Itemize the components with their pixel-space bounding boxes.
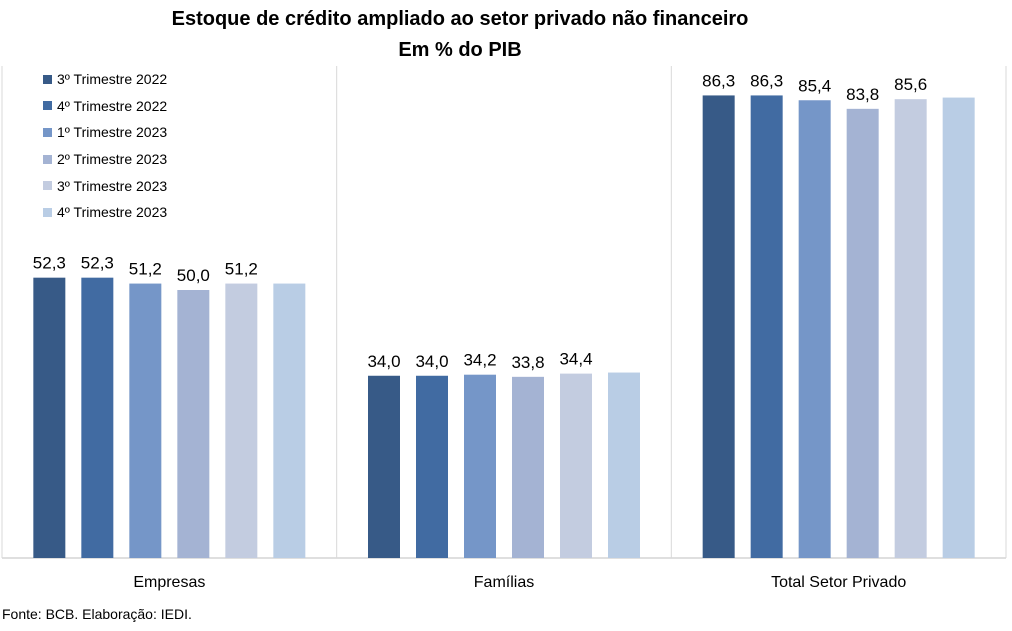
data-label: 51,2 <box>225 260 258 279</box>
bar <box>846 108 879 558</box>
data-label: 86,3 <box>702 71 735 90</box>
data-label: 34,2 <box>463 351 496 370</box>
data-label: 33,8 <box>511 353 544 372</box>
legend-swatch <box>43 154 52 164</box>
legend-swatch <box>43 127 52 137</box>
legend-item: 1º Trimestre 2023 <box>43 119 167 146</box>
bar <box>368 375 400 558</box>
data-label: 51,2 <box>129 260 162 279</box>
legend-item: 3º Trimestre 2022 <box>43 66 167 93</box>
chart-subtitle: Em % do PIB <box>398 39 522 61</box>
legend-swatch <box>43 101 52 111</box>
chart-title: Estoque de crédito ampliado ao setor pri… <box>171 8 749 30</box>
bar <box>225 283 258 558</box>
bar <box>894 99 927 559</box>
bar <box>416 375 448 558</box>
legend-label: 4º Trimestre 2023 <box>57 204 168 221</box>
bar <box>33 277 66 558</box>
data-label: 83,8 <box>846 85 879 104</box>
category-label: Empresas <box>133 574 205 591</box>
data-label: 52,3 <box>81 254 114 273</box>
legend-label: 1º Trimestre 2023 <box>57 124 168 141</box>
data-label: 50,0 <box>177 266 210 285</box>
legend-swatch <box>43 181 52 191</box>
data-label: 85,4 <box>798 76 831 95</box>
bar <box>464 374 496 558</box>
legend-label: 3º Trimestre 2022 <box>57 71 168 88</box>
legend-item: 3º Trimestre 2023 <box>43 172 167 199</box>
legend-label: 4º Trimestre 2022 <box>57 97 168 114</box>
data-label: 34,4 <box>559 350 592 369</box>
bar <box>177 290 210 558</box>
bar <box>560 373 592 558</box>
data-label: 52,3 <box>33 254 66 273</box>
category-label: Famílias <box>474 574 534 591</box>
bar <box>942 97 975 559</box>
category-label: Total Setor Privado <box>771 574 906 591</box>
bar <box>798 100 831 559</box>
legend-label: 2º Trimestre 2023 <box>57 151 168 168</box>
bar <box>129 283 162 558</box>
bar <box>750 95 783 558</box>
legend: 3º Trimestre 2022 4º Trimestre 2022 1º T… <box>43 66 167 226</box>
bar <box>273 283 306 558</box>
bar <box>702 95 735 558</box>
source-note: Fonte: BCB. Elaboração: IEDI. <box>2 606 192 622</box>
legend-swatch <box>43 207 52 217</box>
data-label: 34,0 <box>415 352 448 371</box>
bar <box>608 372 640 558</box>
legend-item: 2º Trimestre 2023 <box>43 146 167 173</box>
legend-item: 4º Trimestre 2023 <box>43 199 167 226</box>
legend-swatch <box>43 74 52 84</box>
data-label: 34,0 <box>367 352 400 371</box>
bar <box>512 376 544 558</box>
data-label: 85,6 <box>894 75 927 94</box>
data-label: 86,3 <box>750 71 783 90</box>
bar <box>81 277 114 558</box>
legend-item: 4º Trimestre 2022 <box>43 93 167 120</box>
legend-label: 3º Trimestre 2023 <box>57 177 168 194</box>
